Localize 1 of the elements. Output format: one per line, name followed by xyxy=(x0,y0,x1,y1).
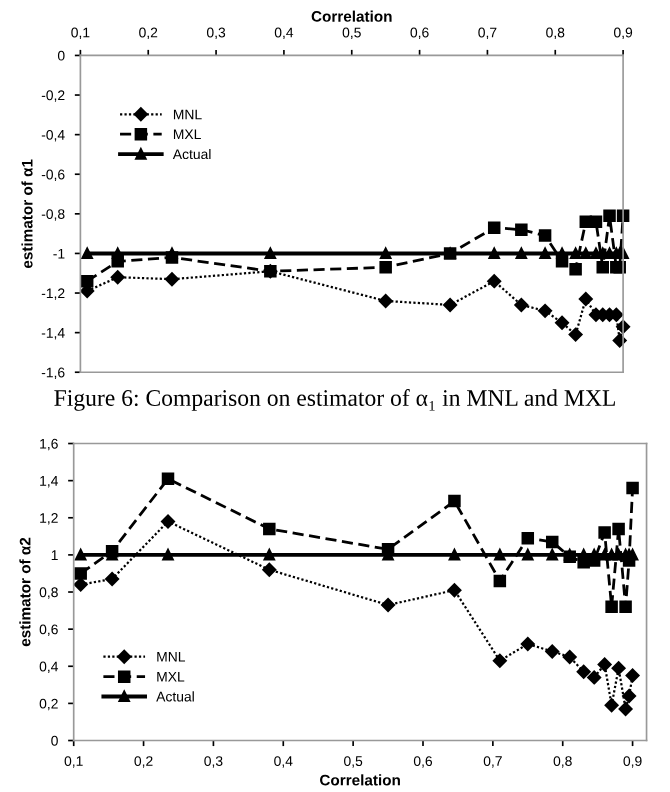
caption: Figure 6: Comparison on estimator of α₁ in MNL and MXL xyxy=(54,389,615,411)
